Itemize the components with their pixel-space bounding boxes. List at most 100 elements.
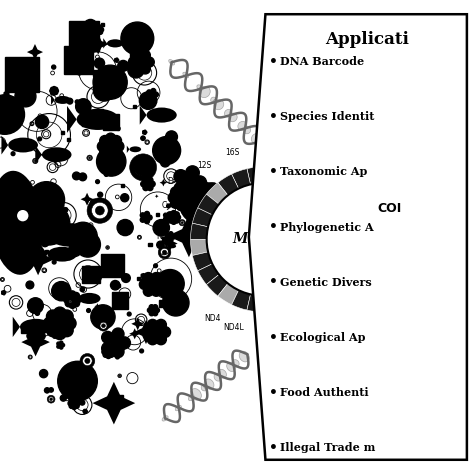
Text: Genetic Divers: Genetic Divers (280, 277, 372, 288)
Circle shape (164, 239, 166, 241)
Circle shape (154, 92, 158, 97)
Bar (159, 300, 166, 307)
Ellipse shape (201, 384, 208, 391)
Wedge shape (307, 194, 328, 215)
Circle shape (111, 80, 118, 86)
Circle shape (116, 127, 120, 130)
Circle shape (6, 95, 8, 97)
Text: 16S: 16S (225, 148, 240, 157)
Circle shape (28, 182, 64, 218)
Polygon shape (88, 34, 109, 55)
Circle shape (132, 50, 143, 60)
Polygon shape (92, 382, 135, 424)
Bar (64, 46, 92, 74)
Circle shape (109, 348, 113, 352)
Circle shape (160, 327, 171, 337)
Circle shape (117, 59, 118, 61)
Polygon shape (162, 236, 178, 251)
Circle shape (6, 91, 8, 94)
Circle shape (51, 389, 52, 391)
Circle shape (177, 280, 180, 283)
Circle shape (84, 358, 86, 360)
Circle shape (155, 279, 165, 290)
Circle shape (186, 187, 188, 188)
Ellipse shape (80, 118, 85, 121)
Circle shape (48, 397, 54, 402)
Circle shape (49, 388, 51, 390)
Circle shape (86, 358, 87, 359)
Circle shape (116, 116, 119, 120)
Bar (92, 70, 99, 76)
Circle shape (73, 402, 76, 405)
Circle shape (215, 194, 217, 196)
Ellipse shape (55, 96, 71, 104)
Circle shape (55, 319, 64, 328)
Circle shape (31, 233, 35, 237)
Circle shape (106, 346, 111, 350)
Circle shape (36, 314, 38, 315)
Circle shape (147, 177, 153, 183)
Text: 12S: 12S (197, 161, 211, 170)
Circle shape (175, 215, 181, 220)
Circle shape (103, 352, 108, 357)
Circle shape (1, 291, 3, 293)
Circle shape (88, 156, 91, 160)
Circle shape (15, 86, 36, 107)
Circle shape (37, 313, 39, 315)
Circle shape (121, 194, 129, 202)
Circle shape (121, 22, 154, 55)
Circle shape (50, 323, 52, 324)
Text: Ecological Ap: Ecological Ap (280, 332, 365, 343)
Circle shape (36, 115, 49, 128)
Circle shape (50, 388, 52, 390)
Circle shape (144, 275, 146, 277)
Circle shape (60, 346, 63, 349)
Wedge shape (263, 294, 279, 312)
Circle shape (163, 290, 189, 316)
Circle shape (174, 218, 179, 223)
Circle shape (185, 186, 189, 189)
Circle shape (106, 246, 109, 249)
Bar (101, 23, 104, 26)
Circle shape (167, 274, 169, 276)
Circle shape (85, 412, 87, 413)
Text: COII: COII (341, 280, 357, 289)
Circle shape (80, 287, 84, 292)
Circle shape (168, 218, 173, 223)
Circle shape (46, 310, 59, 323)
Circle shape (174, 170, 188, 183)
Circle shape (64, 208, 65, 210)
Circle shape (109, 149, 123, 163)
Circle shape (3, 126, 8, 130)
Circle shape (167, 204, 171, 208)
Circle shape (116, 58, 118, 60)
Circle shape (215, 192, 217, 194)
Text: Phylogenetic A: Phylogenetic A (280, 222, 374, 233)
Circle shape (100, 322, 107, 329)
Circle shape (102, 349, 107, 355)
Text: ND4L: ND4L (224, 323, 244, 332)
Text: •: • (269, 110, 278, 124)
Circle shape (162, 240, 165, 242)
Polygon shape (35, 146, 42, 164)
Polygon shape (67, 106, 77, 133)
Polygon shape (170, 198, 171, 201)
Circle shape (143, 276, 145, 278)
Circle shape (69, 398, 74, 403)
Circle shape (69, 301, 76, 309)
Circle shape (147, 94, 152, 99)
Ellipse shape (232, 360, 239, 367)
Circle shape (201, 182, 222, 203)
Circle shape (149, 181, 155, 187)
Ellipse shape (188, 395, 195, 401)
Circle shape (95, 206, 104, 215)
Circle shape (143, 177, 148, 183)
Wedge shape (314, 208, 334, 227)
Circle shape (51, 91, 54, 94)
Polygon shape (27, 44, 43, 60)
Bar (160, 276, 164, 280)
Circle shape (186, 166, 199, 179)
Circle shape (65, 209, 66, 210)
Circle shape (143, 137, 145, 138)
Circle shape (167, 218, 171, 222)
